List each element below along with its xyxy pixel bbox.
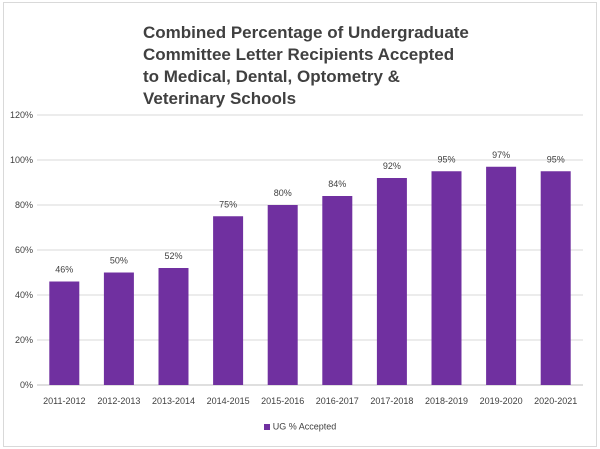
y-axis: 0% 20% 40% 60% 80% 100% 120% xyxy=(10,110,33,390)
x-tick-label: 2020-2021 xyxy=(534,396,577,406)
x-tick-label: 2016-2017 xyxy=(316,396,359,406)
data-label: 84% xyxy=(328,179,346,189)
legend: UG % Accepted xyxy=(0,421,600,432)
data-label: 75% xyxy=(219,199,237,209)
x-tick-label: 2012-2013 xyxy=(97,396,140,406)
y-tick-label: 100% xyxy=(10,155,33,165)
x-tick-label: 2019-2020 xyxy=(480,396,523,406)
y-tick-label: 0% xyxy=(20,380,33,390)
bar xyxy=(267,205,298,385)
y-tick-label: 80% xyxy=(15,200,33,210)
data-label: 97% xyxy=(492,150,510,160)
legend-swatch xyxy=(263,423,270,430)
bar xyxy=(322,196,353,385)
y-tick-label: 60% xyxy=(15,245,33,255)
x-axis: 2011-2012 2012-2013 2013-2014 2014-2015 2015… xyxy=(43,396,577,406)
x-tick-label: 2011-2012 xyxy=(43,396,85,406)
x-tick-label: 2014-2015 xyxy=(207,396,250,406)
x-tick-label: 2017-2018 xyxy=(370,396,413,406)
chart-title: Combined Percentage of Undergraduate Com… xyxy=(143,23,469,108)
data-label: 46% xyxy=(55,265,73,275)
data-labels: 46% 50% 52% 75% 80% 84% 92% 95% 97% 95% xyxy=(55,150,564,275)
bar xyxy=(540,171,571,385)
x-tick-label: 2015-2016 xyxy=(261,396,304,406)
data-label: 52% xyxy=(164,251,182,261)
bar xyxy=(213,216,244,385)
bar xyxy=(431,171,462,385)
bars xyxy=(49,166,571,385)
data-label: 92% xyxy=(383,161,401,171)
y-tick-label: 40% xyxy=(15,290,33,300)
data-label: 80% xyxy=(274,188,292,198)
x-tick-label: 2018-2019 xyxy=(425,396,468,406)
bar xyxy=(49,281,80,385)
y-tick-label: 120% xyxy=(10,110,33,120)
bar xyxy=(158,268,189,385)
y-tick-label: 20% xyxy=(15,335,33,345)
data-label: 95% xyxy=(437,154,455,164)
bar xyxy=(486,166,517,385)
bar xyxy=(103,272,134,385)
bar xyxy=(376,178,407,385)
data-label: 95% xyxy=(547,154,565,164)
data-label: 50% xyxy=(110,256,128,266)
x-tick-label: 2013-2014 xyxy=(152,396,195,406)
legend-label: UG % Accepted xyxy=(272,421,337,432)
chart-frame xyxy=(3,2,597,447)
